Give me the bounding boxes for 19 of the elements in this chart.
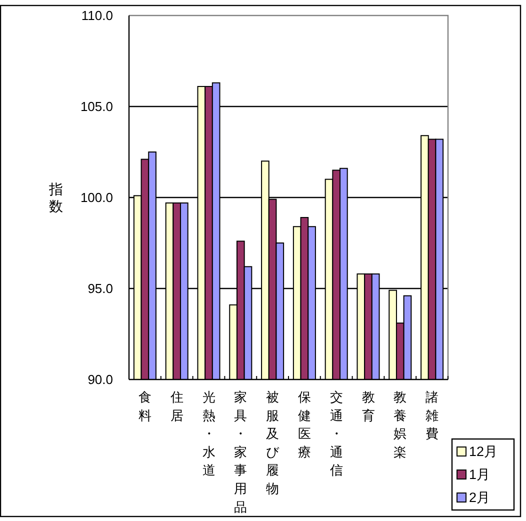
x-tick-label: 住居 (169, 390, 184, 423)
x-tick-label: 被服及び履物 (266, 390, 280, 496)
x-tick-label: 教育 (362, 390, 375, 423)
y-tick-label: 110.0 (81, 8, 113, 23)
y-tick-label: 105.0 (80, 99, 113, 114)
x-tick-label: 光熱・水道 (202, 390, 216, 478)
x-tick-label: 家具・家事用品 (234, 390, 248, 514)
x-tick-label: 教養娯楽 (394, 390, 407, 460)
y-tick-label: 90.0 (88, 372, 113, 387)
legend-label: 12月 (469, 444, 498, 459)
x-tick-label: 食料 (138, 390, 152, 423)
y-axis-title: 指数 (48, 181, 63, 214)
legend-label: 1月 (469, 467, 491, 482)
y-tick-label: 95.0 (88, 281, 113, 296)
x-tick-label: 諸雑費 (426, 390, 439, 442)
x-tick-label: 交通・通信 (330, 390, 343, 478)
x-tick-label: 保健医療 (298, 390, 311, 460)
legend-label: 2月 (469, 490, 491, 505)
y-tick-label: 100.0 (80, 190, 113, 205)
